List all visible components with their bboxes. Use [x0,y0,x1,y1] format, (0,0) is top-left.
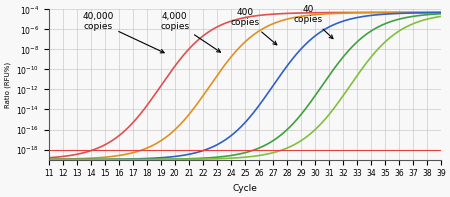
Text: 40,000
copies: 40,000 copies [82,12,164,53]
Y-axis label: Ratio (RFU%): Ratio (RFU%) [4,61,11,108]
X-axis label: Cycle: Cycle [232,184,257,193]
Text: 40
copies: 40 copies [293,5,333,39]
Text: 4,000
copies: 4,000 copies [160,12,220,52]
Text: 400
copies: 400 copies [230,8,277,45]
